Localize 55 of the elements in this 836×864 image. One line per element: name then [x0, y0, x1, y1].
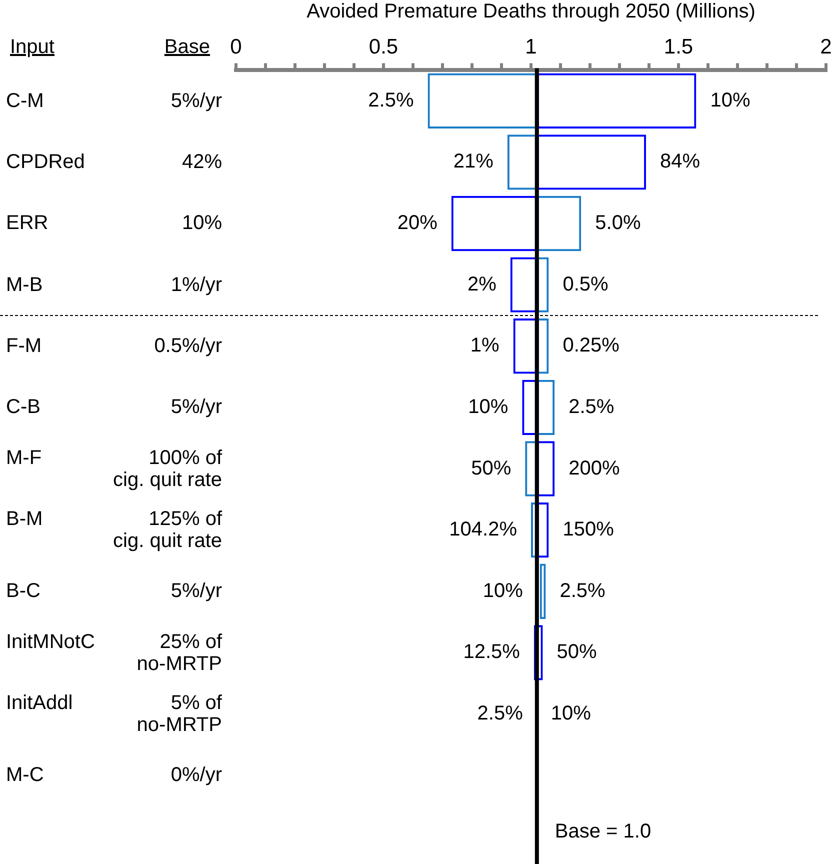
- annotation: 84%: [660, 150, 700, 173]
- text: 5%/yr: [170, 396, 222, 418]
- y-tick-label: ERR: [6, 212, 48, 234]
- text: 25% of no-MRTP: [136, 630, 222, 675]
- text: 0.5%/yr: [154, 335, 222, 358]
- y-tick-label: InitMNotC: [6, 630, 95, 653]
- annotation: 0.25%: [562, 334, 620, 357]
- text: 0%/yr: [170, 764, 222, 786]
- text: 125% of cig. quit rate: [113, 508, 222, 552]
- annotation: 150%: [562, 518, 614, 541]
- annotation: 10%: [550, 702, 592, 725]
- annotation: 50%: [556, 641, 598, 664]
- annotation: 20%: [397, 212, 438, 234]
- x-tick-label: 0: [230, 35, 242, 58]
- text: 42%: [182, 151, 222, 174]
- annotation: 21%: [453, 150, 494, 173]
- x-tick-label: 2: [820, 35, 832, 58]
- annotation: 2.5%: [568, 396, 614, 418]
- annotation: 2.5%: [560, 580, 606, 602]
- annotation: 0.5%: [562, 273, 609, 296]
- annotation: 1%: [470, 334, 500, 357]
- text: 5%/yr: [170, 90, 222, 112]
- annotation: 10%: [468, 396, 508, 418]
- text: 10%: [182, 212, 222, 234]
- y-tick-label: InitAddl: [6, 692, 73, 714]
- y-tick-label: M-F: [6, 446, 42, 469]
- y-tick-label: C-B: [6, 396, 40, 418]
- y-tick-label: C-M: [6, 90, 44, 112]
- y-tick-label: B-C: [6, 580, 40, 602]
- annotation: 50%: [471, 457, 512, 480]
- x-tick-label: 0.5: [368, 35, 398, 58]
- y-tick-label: B-M: [6, 508, 43, 530]
- x-axis-title: Avoided Premature Deaths through 2050 (Millions): [306, 0, 756, 23]
- x-tick-label: 1.5: [664, 35, 694, 58]
- annotation: 200%: [568, 457, 620, 480]
- annotation: 104.2%: [449, 518, 518, 541]
- annotation: 2.5%: [368, 89, 414, 112]
- x-tick-label: 1: [525, 35, 537, 58]
- ref-line-label: Base = 1.0: [554, 820, 652, 843]
- annotation: 12.5%: [463, 641, 520, 664]
- annotation: 10%: [710, 89, 750, 112]
- text: 1%/yr: [170, 274, 222, 296]
- y-tick-label: M-C: [6, 764, 44, 786]
- annotation: 5.0%: [595, 212, 641, 234]
- annotation: 2%: [467, 273, 497, 296]
- annotation: 10%: [482, 580, 524, 602]
- annotation: 2.5%: [477, 702, 524, 725]
- text: 5% of no-MRTP: [136, 692, 222, 736]
- text: 5%/yr: [170, 580, 222, 602]
- text: Input: [10, 36, 54, 58]
- y-tick-label: CPDRed: [6, 151, 85, 174]
- text: Base: [164, 36, 210, 58]
- y-tick-label: F-M: [6, 335, 42, 358]
- y-tick-label: M-B: [6, 274, 43, 296]
- text: 100% of cig. quit rate: [113, 446, 222, 491]
